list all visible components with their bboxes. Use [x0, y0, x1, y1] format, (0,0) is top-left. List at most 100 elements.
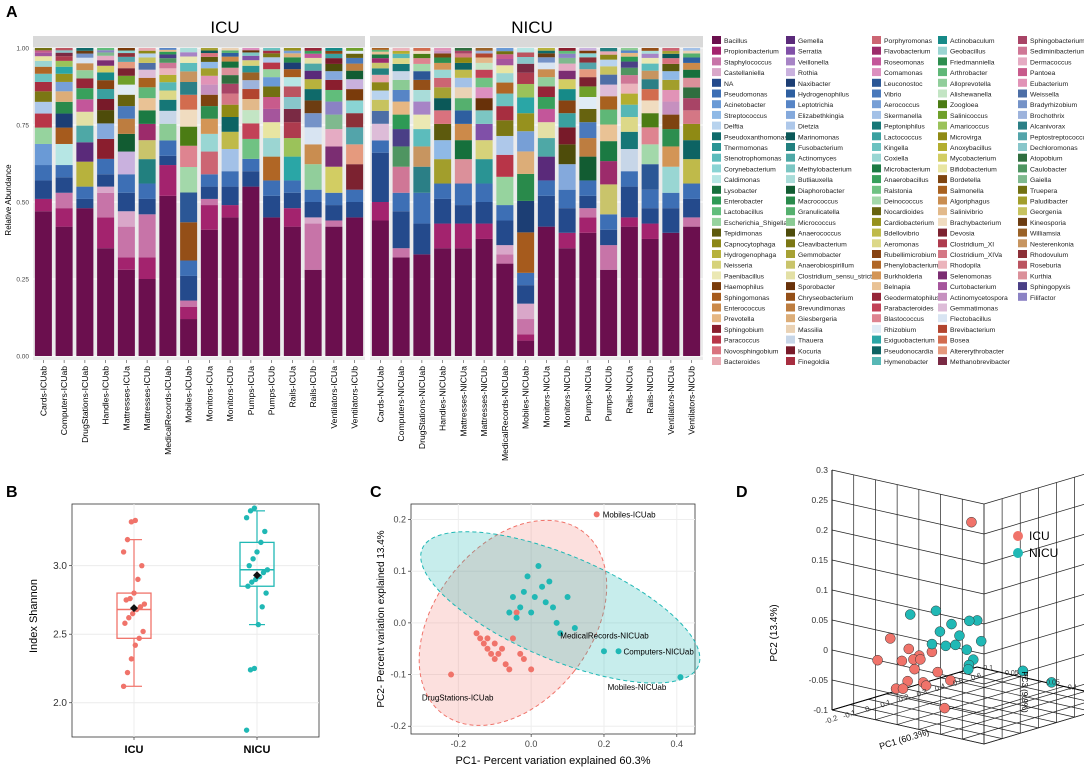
bar-segment: [117, 75, 135, 85]
legend-label: Weissella: [1030, 92, 1059, 99]
data-point: [902, 675, 913, 687]
x-tick-label: Pumps-ICUa: [246, 366, 256, 415]
bar-segment: [200, 48, 218, 51]
bar-segment: [496, 263, 514, 356]
bar-segment: [475, 202, 493, 224]
legend-label: Leptotrichia: [798, 102, 833, 109]
legend-swatch: [1018, 217, 1027, 226]
legend-label: Sphingobacterium: [1030, 38, 1084, 45]
bar-segment: [600, 161, 618, 185]
bar-segment: [641, 127, 659, 145]
x-tick-label: Rails-NICUb: [645, 366, 655, 414]
legend-swatch: [938, 228, 947, 237]
legend-label: Aeromonas: [884, 241, 919, 248]
bar-segment: [434, 69, 452, 78]
legend-label: Anaerobacillus: [884, 177, 929, 184]
legend-label: Butliauxella: [798, 177, 833, 184]
legend-swatch: [938, 57, 947, 66]
panel-d-points: [872, 516, 1057, 714]
mean-marker: [130, 604, 138, 613]
data-point: [140, 628, 146, 635]
legend-swatch: [872, 217, 881, 226]
bar-segment: [325, 71, 343, 80]
legend-label: Peptostreptococcus: [1030, 134, 1084, 141]
bar-segment: [558, 208, 576, 233]
grid-line: [831, 559, 985, 595]
legend-label: Macrococcus: [798, 199, 839, 206]
panel-a-y-label: Relative Abundance: [4, 164, 13, 236]
data-point: [120, 683, 127, 689]
legend-swatch: [712, 335, 721, 344]
bar-segment: [304, 100, 322, 114]
data-point: [506, 666, 513, 673]
panel-c-points: [448, 511, 684, 681]
legend-swatch: [786, 185, 795, 194]
bar-segment: [221, 50, 239, 53]
bar-segment: [283, 77, 301, 87]
bar-segment: [325, 220, 343, 227]
legend-label: Rubellimicrobium: [884, 252, 936, 259]
bar-segment: [392, 63, 410, 72]
legend-swatch: [786, 346, 795, 355]
bar-segment: [371, 99, 389, 111]
legend-label: Kocuria: [798, 348, 821, 355]
bar-segment: [180, 260, 198, 276]
bar-segment: [138, 159, 156, 184]
bar-segment: [517, 232, 535, 273]
data-point: [926, 638, 938, 650]
data-point: [131, 590, 137, 596]
data-point: [520, 588, 527, 595]
legend-swatch: [786, 335, 795, 344]
bar-segment: [454, 53, 472, 58]
bar-segment: [496, 65, 514, 74]
bar-segment: [304, 53, 322, 58]
data-point: [263, 590, 269, 596]
bar-segment: [517, 151, 535, 174]
legend-swatch: [1018, 89, 1027, 98]
bar-segment: [579, 86, 597, 98]
bar-segment: [392, 89, 410, 102]
data-point: [940, 640, 951, 652]
bar-segment: [579, 195, 597, 209]
data-point: [264, 567, 271, 573]
bar-segment: [242, 72, 260, 81]
bar-segment: [641, 113, 659, 128]
legend-label: Coxiella: [884, 156, 908, 163]
data-point: [262, 528, 268, 535]
legend-label: Rothia: [798, 70, 818, 77]
bar-segment: [537, 97, 555, 109]
bar-segment: [159, 54, 177, 59]
data-point: [872, 654, 883, 666]
legend-label: Roseomonas: [884, 59, 925, 66]
data-point: [128, 656, 135, 662]
bar-segment: [346, 202, 364, 218]
bar-segment: [242, 99, 260, 111]
bar-segment: [371, 48, 389, 50]
data-point: [517, 604, 524, 611]
legend-label: Truepera: [1030, 188, 1058, 195]
bar-segment: [454, 123, 472, 141]
bar-segment: [180, 167, 198, 193]
data-point: [539, 583, 546, 590]
bar-segment: [180, 222, 198, 261]
bar-segment: [117, 226, 135, 258]
legend-swatch: [786, 196, 795, 205]
bar-segment: [434, 50, 452, 54]
legend-swatch: [872, 228, 881, 237]
bar-segment: [600, 109, 618, 125]
bar-segment: [304, 113, 322, 128]
bar-segment: [371, 74, 389, 83]
bar-segment: [159, 62, 177, 69]
data-point: [550, 604, 556, 611]
bar-segment: [283, 62, 301, 70]
bar-segment: [283, 180, 301, 193]
legend-swatch: [938, 314, 947, 323]
bar-segment: [76, 208, 94, 356]
panel-label-c: C: [370, 484, 382, 501]
bar-segment: [263, 77, 281, 87]
legend-swatch: [872, 36, 881, 44]
bar-segment: [346, 79, 364, 90]
legend-swatch: [786, 239, 795, 248]
bar-segment: [159, 49, 177, 52]
grid-line: [904, 688, 1057, 723]
